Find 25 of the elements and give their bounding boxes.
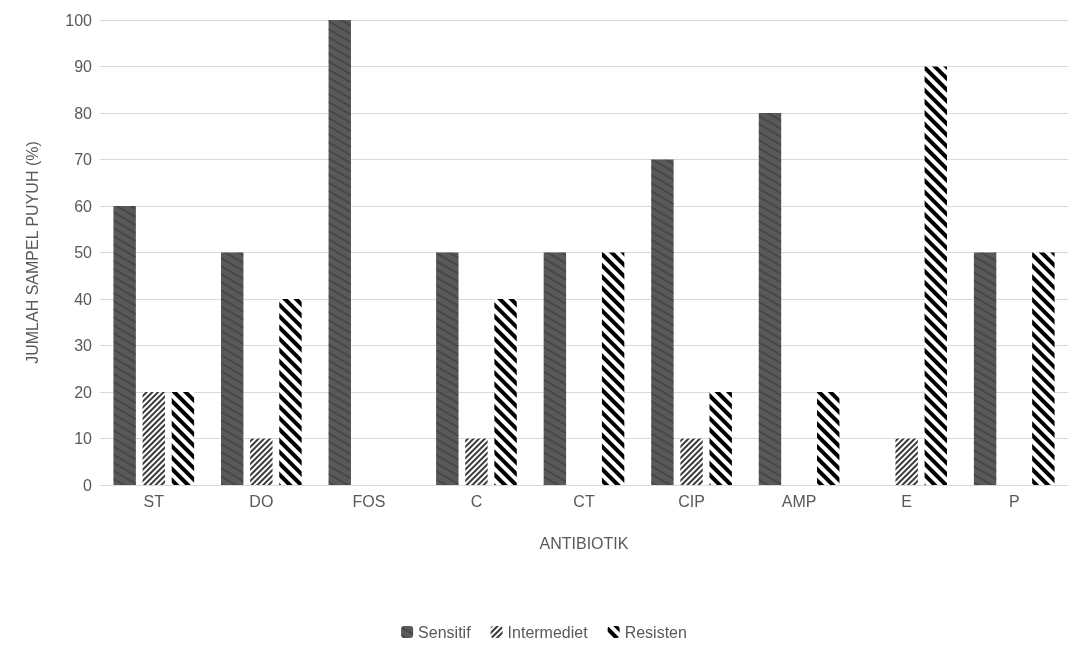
y-tick-label: 80 <box>74 104 93 122</box>
legend-label: Sensitif <box>418 623 472 641</box>
x-tick-label: ST <box>143 492 165 510</box>
y-tick-label: 40 <box>74 290 93 308</box>
x-tick-label: CT <box>573 492 595 510</box>
y-tick-label: 60 <box>74 197 93 215</box>
x-tick-label: E <box>901 492 912 510</box>
x-axis-title: ANTIBIOTIK <box>539 534 629 552</box>
y-tick-label: 10 <box>74 430 93 447</box>
x-tick-label: P <box>1008 492 1020 510</box>
y-tick-label: 100 <box>65 11 93 29</box>
x-tick-label: AMP <box>781 492 817 510</box>
y-axis-title: JUMLAH SAMPEL PUYUH (%) <box>23 141 41 364</box>
legend-label: Intermediet <box>507 623 589 641</box>
y-tick-label: 20 <box>74 383 93 401</box>
x-tick-label: FOS <box>352 492 386 510</box>
x-tick-label: C <box>470 492 483 510</box>
y-tick-label: 0 <box>83 476 93 494</box>
x-tick-label: DO <box>249 492 274 510</box>
y-tick-label: 90 <box>74 58 93 75</box>
legend-label: Resisten <box>624 623 687 641</box>
y-tick-label: 50 <box>74 244 93 261</box>
y-tick-label: 70 <box>74 151 93 168</box>
x-tick-label: CIP <box>678 492 705 510</box>
y-tick-label: 30 <box>74 337 93 354</box>
